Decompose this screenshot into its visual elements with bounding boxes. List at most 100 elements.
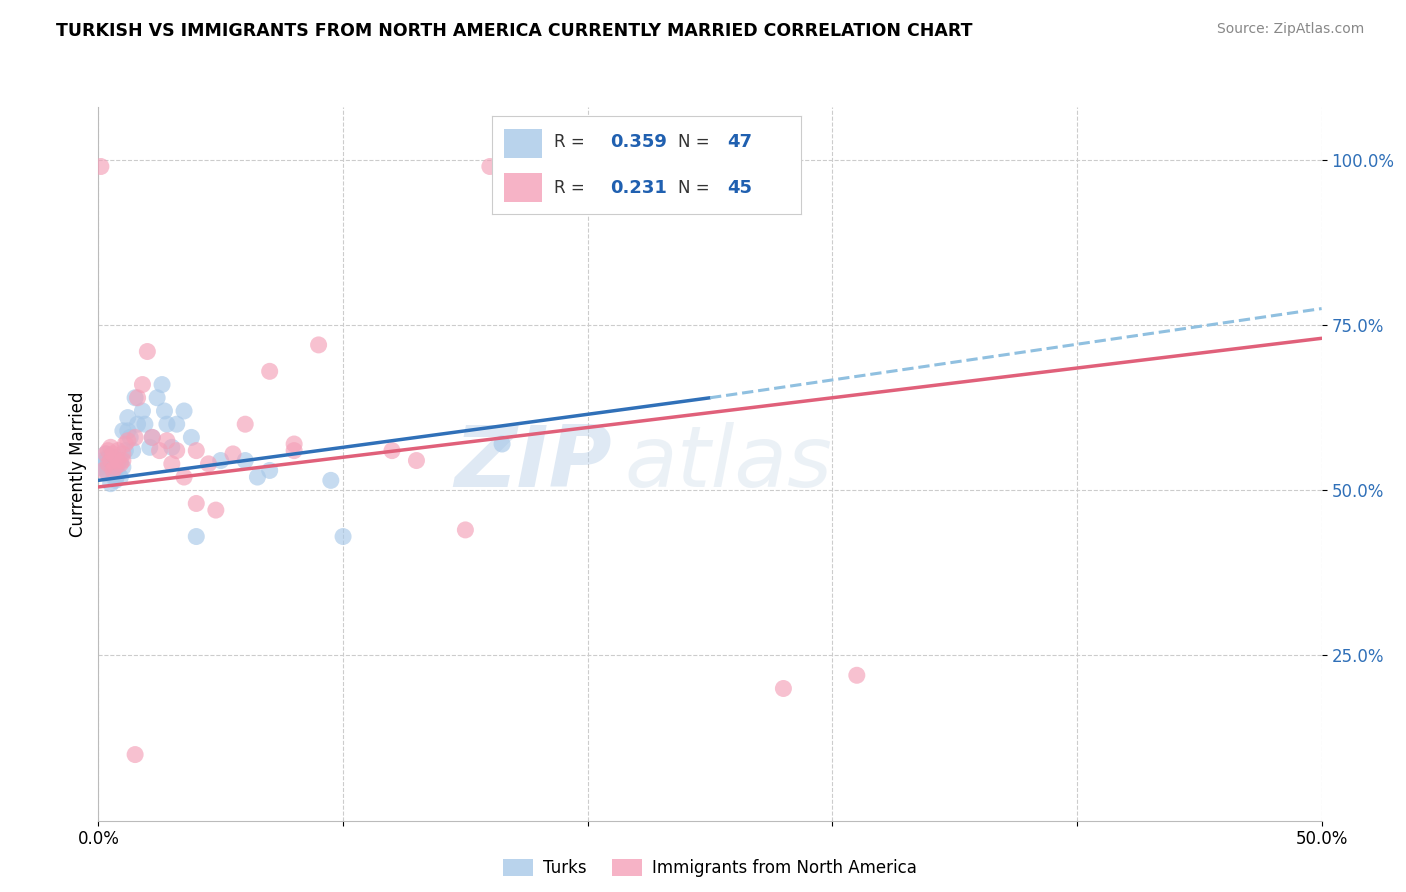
- Point: [222, 447, 245, 461]
- Point: [381, 443, 404, 458]
- Point: [100, 476, 122, 491]
- Point: [97, 443, 120, 458]
- Text: 0.359: 0.359: [610, 134, 666, 152]
- Point: [186, 443, 208, 458]
- Point: [772, 681, 794, 696]
- Point: [107, 443, 129, 458]
- Point: [173, 470, 195, 484]
- Point: [97, 467, 120, 481]
- Point: [156, 434, 179, 448]
- Point: [233, 417, 256, 432]
- Point: [110, 470, 132, 484]
- Point: [101, 447, 124, 461]
- Point: [104, 470, 127, 484]
- Text: N =: N =: [678, 178, 714, 196]
- Point: [478, 160, 501, 174]
- Point: [104, 460, 127, 475]
- Point: [150, 377, 173, 392]
- Point: [111, 424, 134, 438]
- Point: [91, 453, 114, 467]
- Text: R =: R =: [554, 178, 591, 196]
- Point: [97, 450, 120, 465]
- Text: 45: 45: [727, 178, 752, 196]
- Point: [124, 391, 146, 405]
- Point: [197, 457, 219, 471]
- Point: [141, 430, 163, 444]
- Point: [107, 467, 129, 481]
- Point: [91, 457, 114, 471]
- Point: [180, 430, 202, 444]
- FancyBboxPatch shape: [505, 173, 541, 202]
- Point: [110, 457, 132, 471]
- Text: R =: R =: [554, 134, 591, 152]
- Point: [283, 443, 305, 458]
- Point: [124, 430, 146, 444]
- FancyBboxPatch shape: [505, 128, 541, 158]
- Text: Source: ZipAtlas.com: Source: ZipAtlas.com: [1216, 22, 1364, 37]
- Point: [100, 453, 122, 467]
- Point: [491, 437, 513, 451]
- Point: [173, 404, 195, 418]
- Point: [90, 460, 112, 475]
- Point: [100, 440, 122, 454]
- Point: [332, 529, 354, 543]
- Point: [149, 443, 172, 458]
- Text: atlas: atlas: [624, 422, 832, 506]
- Point: [308, 338, 330, 352]
- Point: [104, 460, 127, 475]
- Point: [127, 417, 149, 432]
- Point: [111, 460, 134, 475]
- Point: [94, 447, 117, 461]
- Point: [131, 404, 153, 418]
- Point: [160, 457, 183, 471]
- Legend: Turks, Immigrants from North America: Turks, Immigrants from North America: [496, 852, 924, 884]
- Text: 0.231: 0.231: [610, 178, 666, 196]
- Point: [91, 463, 114, 477]
- Point: [259, 463, 281, 477]
- Point: [111, 453, 134, 467]
- Point: [205, 503, 228, 517]
- Point: [153, 404, 176, 418]
- Point: [94, 447, 117, 461]
- Point: [101, 463, 124, 477]
- Point: [136, 344, 159, 359]
- Point: [156, 417, 179, 432]
- Point: [121, 443, 143, 458]
- Point: [259, 364, 281, 378]
- Point: [104, 474, 127, 488]
- Point: [141, 430, 163, 444]
- Point: [246, 470, 269, 484]
- Point: [146, 391, 169, 405]
- Point: [186, 529, 208, 543]
- Point: [283, 437, 305, 451]
- Point: [114, 437, 136, 451]
- Point: [111, 447, 134, 461]
- Point: [209, 453, 232, 467]
- Point: [101, 450, 124, 465]
- Point: [117, 434, 139, 448]
- Point: [186, 496, 208, 510]
- Point: [90, 160, 112, 174]
- Y-axis label: Currently Married: Currently Married: [69, 391, 87, 537]
- Point: [127, 391, 149, 405]
- Point: [160, 440, 183, 454]
- Text: N =: N =: [678, 134, 714, 152]
- Point: [139, 440, 162, 454]
- Point: [319, 474, 342, 488]
- Point: [101, 463, 124, 477]
- Point: [600, 160, 623, 174]
- Point: [166, 443, 188, 458]
- Point: [134, 417, 156, 432]
- Point: [233, 453, 256, 467]
- Point: [114, 443, 136, 458]
- Point: [166, 417, 188, 432]
- Text: ZIP: ZIP: [454, 422, 612, 506]
- Point: [117, 424, 139, 438]
- Point: [845, 668, 868, 682]
- Point: [131, 377, 153, 392]
- Point: [405, 453, 427, 467]
- Point: [110, 453, 132, 467]
- Point: [94, 463, 117, 477]
- Point: [117, 410, 139, 425]
- Point: [454, 523, 477, 537]
